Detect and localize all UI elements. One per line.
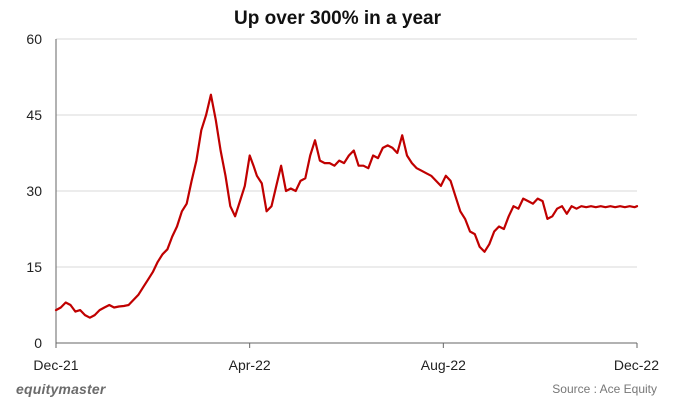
gridlines: [56, 38, 637, 268]
x-tick-label: Dec-21: [33, 357, 78, 373]
x-tick-label: Apr-22: [229, 357, 271, 373]
source-note: Source : Ace Equity: [552, 382, 657, 396]
x-tick-label: Dec-22: [614, 357, 659, 373]
equitymaster-logo: equitymaster: [16, 381, 106, 397]
y-tick-label: 0: [34, 335, 42, 351]
axes: [55, 39, 638, 348]
series-line: [54, 93, 639, 319]
y-tick-label: 60: [26, 31, 42, 47]
series-layer: [54, 93, 639, 319]
y-tick-label: 15: [26, 259, 42, 275]
x-tick-labels: Dec-21 Apr-22 Aug-22 Dec-22: [33, 357, 659, 373]
y-tick-label: 45: [26, 107, 42, 123]
x-tick-label: Aug-22: [421, 357, 466, 373]
y-tick-label: 30: [26, 183, 42, 199]
y-tick-labels: 0 15 30 45 60: [26, 31, 42, 351]
chart-title: Up over 300% in a year: [234, 8, 441, 29]
